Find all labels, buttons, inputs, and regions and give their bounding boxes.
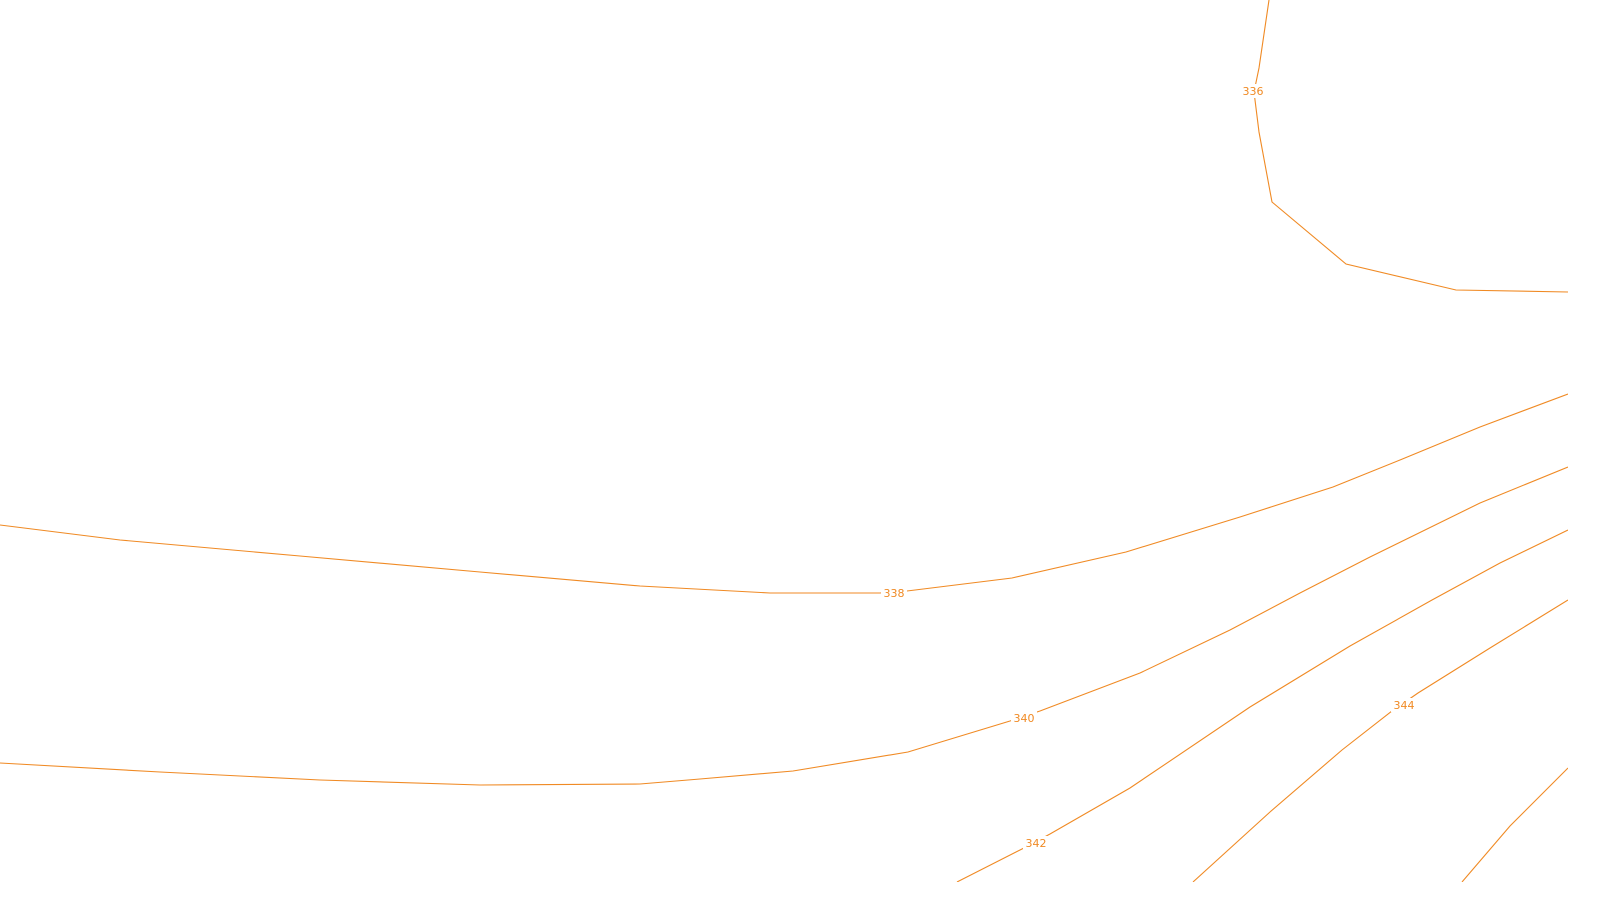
contour-line-336 [1253,0,1568,293]
contour-map-canvas[interactable]: 336 338 340 342 344 [0,0,1568,882]
contour-label-342: 342 [1026,837,1047,850]
contour-line-338 [0,393,1568,594]
contour-label-340-group: 340 [1011,711,1037,725]
contour-line-345 [1461,767,1568,882]
contour-label-344-group: 344 [1391,698,1417,712]
contour-map[interactable]: 336 338 340 342 344 [0,0,1568,882]
contour-label-336-group: 336 [1240,84,1266,98]
contour-line-343 [1192,599,1568,882]
contour-label-344: 344 [1394,699,1415,712]
contour-label-340: 340 [1014,712,1035,725]
contour-label-336: 336 [1243,85,1264,98]
contour-line-342 [956,529,1568,882]
contour-label-338: 338 [884,587,905,600]
contour-label-338-group: 338 [881,586,907,600]
contour-line-340 [0,466,1568,786]
contour-label-342-group: 342 [1023,836,1049,850]
